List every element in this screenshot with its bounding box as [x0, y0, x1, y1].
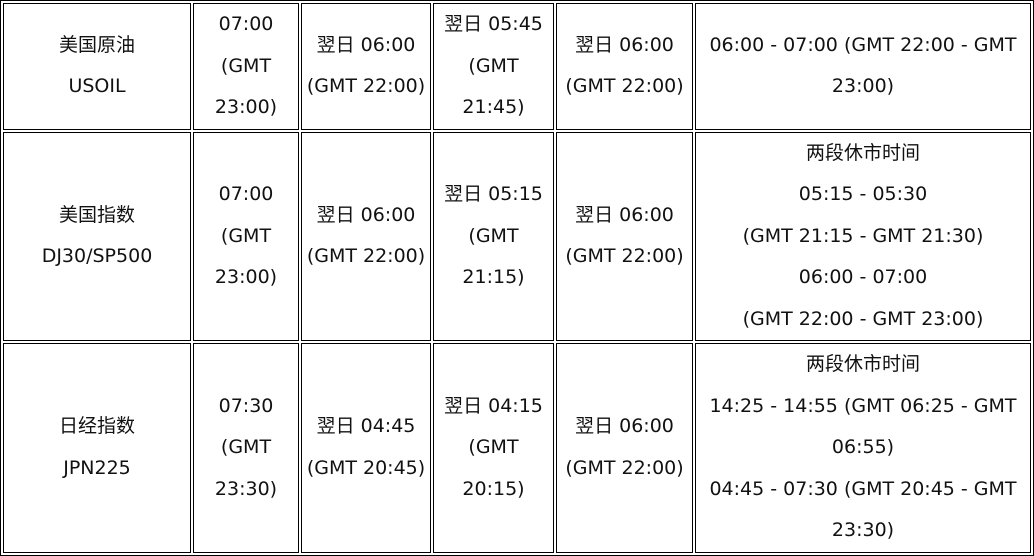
table-row: 美国原油 USOIL 07:00 (GMT 23:00) 翌日 06:00 (GMT 22:…	[3, 3, 1031, 130]
cell-close-a: 翌日 04:45 (GMT 20:45)	[301, 343, 431, 553]
cell-close-c: 翌日 06:00 (GMT 22:00)	[556, 131, 693, 341]
cell-line: (GMT	[220, 54, 272, 77]
cell-close-a: 翌日 06:00 (GMT 22:00)	[301, 131, 431, 341]
cell-close-b: 翌日 04:15 (GMT 20:15)	[433, 343, 554, 553]
cell-line: 翌日 06:00	[575, 33, 674, 56]
cell-line: (GMT 22:00)	[306, 75, 426, 98]
cell-break: 06:00 - 07:00 (GMT 22:00 - GMT 23:00)	[695, 3, 1031, 130]
cell-close-a: 翌日 06:00 (GMT 22:00)	[301, 3, 431, 130]
cell-line: 23:30)	[831, 519, 895, 541]
cell-close-b: 翌日 05:15 (GMT 21:15)	[433, 131, 554, 341]
cell-line: 06:55)	[831, 436, 895, 458]
cell-line: 06:00 - 07:00	[798, 266, 928, 288]
cell-line: 04:45 - 07:30 (GMT 20:45 - GMT	[709, 477, 1017, 500]
cell-line: 翌日 06:00	[575, 415, 674, 438]
cell-break: 两段休市时间 14:25 - 14:55 (GMT 06:25 - GMT 06:5…	[695, 343, 1031, 553]
cell-line: (GMT 20:45)	[306, 456, 426, 479]
cell-line: USOIL	[68, 75, 126, 98]
cell-line: 翌日 04:45	[316, 415, 416, 438]
cell-line: (GMT	[468, 436, 519, 458]
cell-line: 翌日 06:00	[575, 203, 674, 226]
cell-line: 23:00)	[831, 75, 895, 98]
cell-line: 14:25 - 14:55 (GMT 06:25 - GMT	[709, 394, 1017, 417]
cell-line: 23:00)	[214, 266, 278, 288]
cell-line: (GMT 22:00 - GMT 23:00)	[742, 307, 984, 330]
cell-open: 07:30 (GMT 23:30)	[193, 343, 299, 553]
cell-open: 07:00 (GMT 23:00)	[193, 131, 299, 341]
cell-line: 07:00	[218, 13, 274, 35]
cell-line: (GMT 22:00)	[565, 245, 684, 268]
cell-line: (GMT 22:00)	[306, 245, 426, 268]
cell-break: 两段休市时间 05:15 - 05:30 (GMT 21:15 - GMT 21:3…	[695, 131, 1031, 341]
cell-line: 两段休市时间	[805, 141, 920, 164]
cell-line: (GMT	[468, 224, 519, 247]
cell-line: JPN225	[63, 456, 131, 479]
cell-line: 23:30)	[214, 477, 278, 500]
cell-close-c: 翌日 06:00 (GMT 22:00)	[556, 3, 693, 130]
cell-line: 美国指数	[58, 203, 135, 226]
cell-line: 21:45)	[462, 96, 525, 118]
cell-line: DJ30/SP500	[41, 245, 153, 268]
cell-line: 20:15)	[462, 477, 525, 500]
cell-line: 06:00 - 07:00 (GMT 22:00 - GMT	[709, 33, 1017, 56]
cell-line: 翌日 06:00	[316, 203, 416, 226]
table-row: 日经指数 JPN225 07:30 (GMT 23:30) 翌日 04:45 (GMT 20…	[3, 343, 1031, 553]
cell-line: 翌日 06:00	[316, 33, 416, 56]
cell-line: 日经指数	[58, 415, 135, 438]
cell-product: 美国原油 USOIL	[3, 3, 191, 130]
cell-line: (GMT 21:15 - GMT 21:30)	[742, 224, 984, 247]
cell-line: 07:30	[218, 394, 274, 417]
cell-line: 两段休市时间	[805, 353, 920, 375]
cell-line: (GMT 22:00)	[565, 75, 684, 98]
cell-line: 05:15 - 05:30	[798, 183, 928, 205]
cell-line: (GMT	[468, 54, 519, 77]
table-row: 美国指数 DJ30/SP500 07:00 (GMT 23:00) 翌日 06:00 (GM…	[3, 131, 1031, 341]
cell-product: 日经指数 JPN225	[3, 343, 191, 553]
cell-line: 美国原油	[58, 33, 135, 56]
cell-line: 21:15)	[462, 266, 525, 288]
cell-close-b: 翌日 05:45 (GMT 21:45)	[433, 3, 554, 130]
cell-product: 美国指数 DJ30/SP500	[3, 131, 191, 341]
cell-line: 翌日 05:15	[444, 183, 543, 205]
cell-open: 07:00 (GMT 23:00)	[193, 3, 299, 130]
cell-line: (GMT	[220, 436, 272, 458]
cell-line: (GMT	[220, 224, 272, 247]
cell-line: (GMT 22:00)	[565, 456, 684, 479]
cell-line: 23:00)	[214, 96, 278, 118]
cell-close-c: 翌日 06:00 (GMT 22:00)	[556, 343, 693, 553]
cell-line: 翌日 04:15	[444, 394, 543, 417]
cell-line: 翌日 05:45	[444, 13, 543, 35]
cell-line: 07:00	[218, 183, 274, 205]
